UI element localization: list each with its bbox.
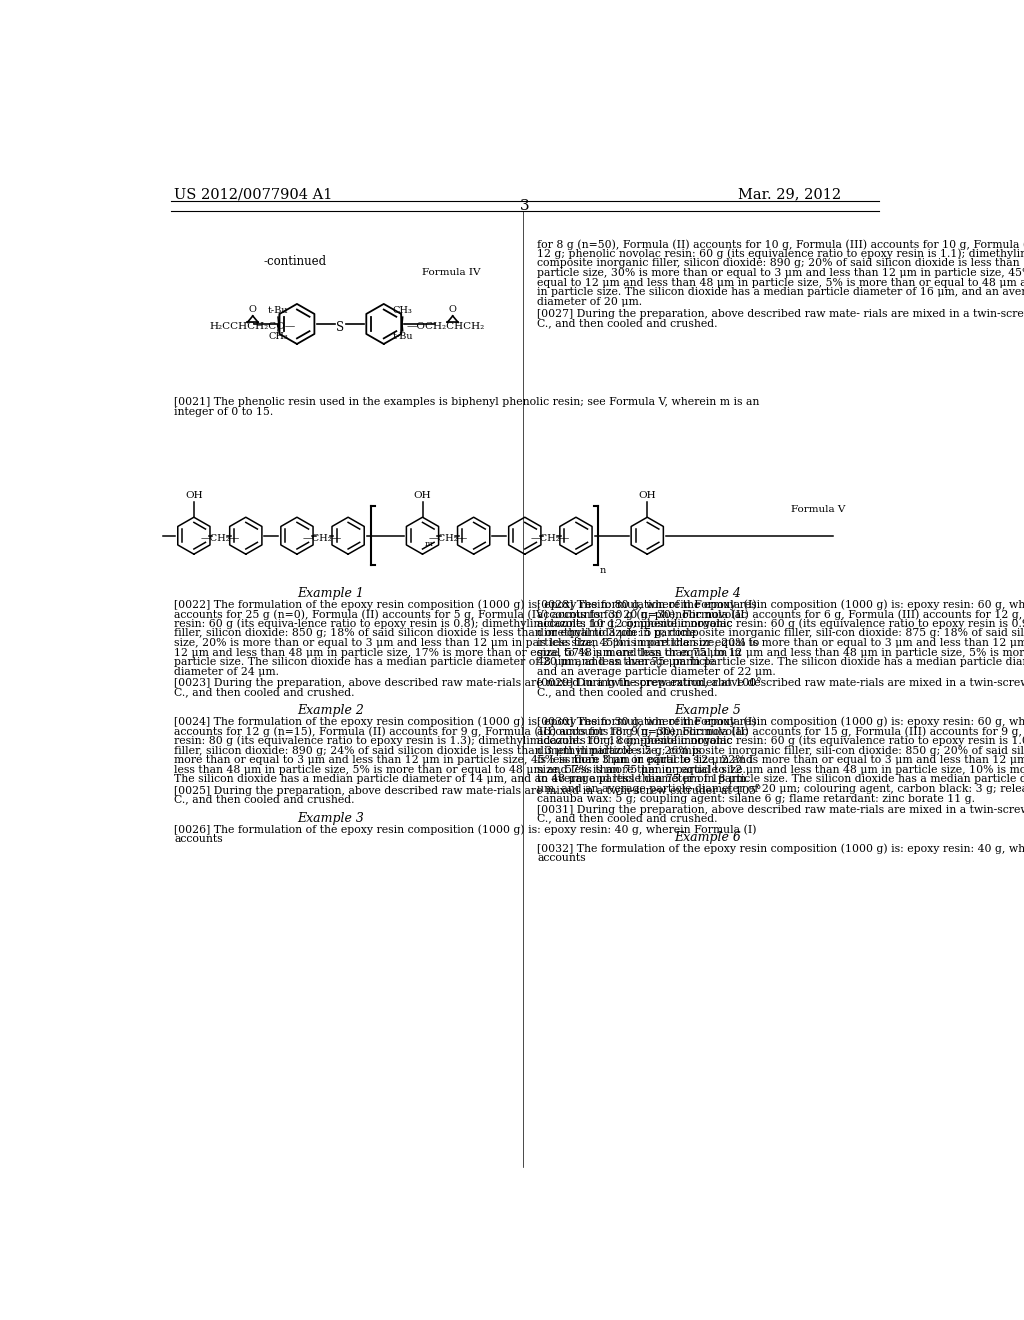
Text: —CH₂—: —CH₂— — [303, 535, 342, 544]
Text: size, 20% is more than or equal to 3 μm and less than 12 μm in particle size, 45: size, 20% is more than or equal to 3 μm … — [174, 638, 760, 648]
Text: dimethylimidazole: 5 g; composite inorganic filler, sili-con dioxide: 875 g: 18%: dimethylimidazole: 5 g; composite inorga… — [538, 628, 1024, 639]
Text: [0028] The formulation of the epoxy resin composition (1000 g) is: epoxy resin: : [0028] The formulation of the epoxy resi… — [538, 599, 1024, 610]
Text: filler, silicon dioxide: 890 g; 24% of said silicon dioxide is less than 3 μm in: filler, silicon dioxide: 890 g; 24% of s… — [174, 746, 701, 755]
Text: Formula IV: Formula IV — [422, 268, 480, 277]
Text: —CH₂—: —CH₂— — [530, 535, 570, 544]
Text: [0021] The phenolic resin used in the examples is biphenyl phenolic resin; see F: [0021] The phenolic resin used in the ex… — [174, 397, 760, 407]
Text: resin: 60 g (its equiva-lence ratio to epoxy resin is 0.8); dimethylimidazole: 1: resin: 60 g (its equiva-lence ratio to e… — [174, 619, 733, 630]
Text: O: O — [449, 305, 457, 314]
Text: and an average particle diameter of 22 μm.: and an average particle diameter of 22 μ… — [538, 667, 776, 677]
Text: -continued: -continued — [263, 255, 327, 268]
Text: t-Bu: t-Bu — [267, 306, 289, 315]
Text: [0026] The formulation of the epoxy resin composition (1000 g) is: epoxy resin: : [0026] The formulation of the epoxy resi… — [174, 824, 757, 834]
Text: 12 g; phenolic novolac resin: 60 g (its equivalence ratio to epoxy resin is 1.1): 12 g; phenolic novolac resin: 60 g (its … — [538, 249, 1024, 260]
Text: [0031] During the preparation, above described raw mate-rials are mixed in a twi: [0031] During the preparation, above des… — [538, 804, 1024, 814]
Text: —CH₂—: —CH₂— — [201, 535, 240, 544]
Text: [0024] The formulation of the epoxy resin composition (1000 g) is: epoxy resin: : [0024] The formulation of the epoxy resi… — [174, 717, 757, 727]
Text: O: O — [249, 305, 257, 314]
Text: [0029] During the preparation, above described raw mate-rials are mixed in a twi: [0029] During the preparation, above des… — [538, 677, 1024, 688]
Text: μm, and an average particle diameter of 20 μm; colouring agent, carbon black: 3 : μm, and an average particle diameter of … — [538, 784, 1024, 795]
Text: accounts for 12 g (n=15), Formula (II) accounts for 9 g, Formula (III) accounts : accounts for 12 g (n=15), Formula (II) a… — [174, 726, 749, 737]
Text: The silicon dioxide has a median particle diameter of 14 μm, and an average part: The silicon dioxide has a median particl… — [174, 775, 751, 784]
Text: accounts for 18 g (n=30), Formula (II) accounts for 15 g, Formula (III) accounts: accounts for 18 g (n=30), Formula (II) a… — [538, 726, 1024, 737]
Text: is less than 3 μm in particle size, 22% is more than or equal to 3 μm and less t: is less than 3 μm in particle size, 22% … — [538, 755, 1024, 766]
Text: Example 4: Example 4 — [674, 587, 741, 601]
Text: US 2012/0077904 A1: US 2012/0077904 A1 — [174, 187, 333, 202]
Text: dimethylimidazole: 5 g; composite inorganic filler, sili-con dioxide: 850 g; 20%: dimethylimidazole: 5 g; composite inorga… — [538, 746, 1024, 755]
Text: OH: OH — [638, 491, 656, 500]
Text: accounts: accounts — [174, 834, 223, 843]
Text: resin: 80 g (its equivalence ratio to epoxy resin is 1.3); dimethylimidazole: 10: resin: 80 g (its equivalence ratio to ep… — [174, 737, 733, 747]
Text: OH: OH — [185, 491, 203, 500]
Text: for 8 g (n=50), Formula (II) accounts for 10 g, Formula (III) accounts for 10 g,: for 8 g (n=50), Formula (II) accounts fo… — [538, 239, 1024, 249]
Text: accounts for 12 g; phenolic novolac resin: 60 g (its equivalence ratio to epoxy : accounts for 12 g; phenolic novolac resi… — [538, 619, 1024, 630]
Text: [0030] The formulation of the epoxy resin composition (1000 g) is: epoxy resin: : [0030] The formulation of the epoxy resi… — [538, 717, 1024, 727]
Text: OH: OH — [414, 491, 431, 500]
Text: 3: 3 — [520, 199, 529, 213]
Text: [0025] During the preparation, above described raw mate-rials are mixed in a twi: [0025] During the preparation, above des… — [174, 785, 762, 796]
Text: CH₃: CH₃ — [393, 306, 413, 315]
Text: 48 μm and less than 75 μm in particle size. The silicon dioxide has a median par: 48 μm and less than 75 μm in particle si… — [538, 657, 1024, 668]
Text: integer of 0 to 15.: integer of 0 to 15. — [174, 407, 273, 417]
Text: m: m — [425, 540, 433, 548]
Text: particle size. The silicon dioxide has a median particle diameter of 20 μm, and : particle size. The silicon dioxide has a… — [174, 657, 716, 668]
Text: diameter of 20 μm.: diameter of 20 μm. — [538, 297, 642, 308]
Text: —OCH₂CHCH₂: —OCH₂CHCH₂ — [407, 322, 484, 331]
Text: —CH₂—: —CH₂— — [428, 535, 468, 544]
Text: size, 57% is more than or equal to 12 μm and less than 48 μm in particle size, 1: size, 57% is more than or equal to 12 μm… — [538, 764, 1024, 775]
Text: in particle size. The silicon dioxide has a median particle diameter of 16 μm, a: in particle size. The silicon dioxide ha… — [538, 288, 1024, 297]
Text: H₂CCHCH₂CO—: H₂CCHCH₂CO— — [209, 322, 296, 331]
Text: Formula V: Formula V — [791, 506, 845, 513]
Text: composite inorganic filler, silicon dioxide: 890 g; 20% of said silicon dioxide : composite inorganic filler, silicon diox… — [538, 259, 1024, 268]
Text: more than or equal to 3 μm and less than 12 μm in particle size, 45% is more tha: more than or equal to 3 μm and less than… — [174, 755, 754, 766]
Text: Example 3: Example 3 — [298, 812, 365, 825]
Text: n: n — [600, 566, 606, 574]
Text: accounts: accounts — [538, 853, 586, 863]
Text: 12 μm and less than 48 μm in particle size, 17% is more than or equal to 48 μm a: 12 μm and less than 48 μm in particle si… — [174, 648, 741, 657]
Text: equal to 12 μm and less than 48 μm in particle size, 5% is more than or equal to: equal to 12 μm and less than 48 μm in pa… — [538, 277, 1024, 288]
Text: C., and then cooled and crushed.: C., and then cooled and crushed. — [174, 686, 355, 697]
Text: Example 5: Example 5 — [674, 705, 741, 717]
Text: accounts for 18 g; phenolic novolac resin: 60 g (its equivalence ratio to epoxy : accounts for 18 g; phenolic novolac resi… — [538, 737, 1024, 747]
Text: [0032] The formulation of the epoxy resin composition (1000 g) is: epoxy resin: : [0032] The formulation of the epoxy resi… — [538, 843, 1024, 854]
Text: accounts for 25 g (n=0), Formula (II) accounts for 5 g, Formula (IV) accounts fo: accounts for 25 g (n=0), Formula (II) ac… — [174, 610, 748, 620]
Text: C., and then cooled and crushed.: C., and then cooled and crushed. — [174, 795, 355, 804]
Text: less than 48 μm in particle size, 5% is more than or equal to 48 μm and less tha: less than 48 μm in particle size, 5% is … — [174, 764, 746, 775]
Text: particle size, 30% is more than or equal to 3 μm and less than 12 μm in particle: particle size, 30% is more than or equal… — [538, 268, 1024, 279]
Text: C., and then cooled and crushed.: C., and then cooled and crushed. — [538, 318, 718, 327]
Text: Mar. 29, 2012: Mar. 29, 2012 — [738, 187, 841, 202]
Text: to 48 μm and less than 75 μm in particle size. The silicon dioxide has a median : to 48 μm and less than 75 μm in particle… — [538, 775, 1024, 784]
Text: t-Bu: t-Bu — [392, 333, 413, 342]
Text: accounts for 30 g (n=30), Formula (II) accounts for 6 g, Formula (III) accounts : accounts for 30 g (n=30), Formula (II) a… — [538, 610, 1024, 620]
Text: Example 6: Example 6 — [674, 832, 741, 843]
Text: C., and then cooled and crushed.: C., and then cooled and crushed. — [538, 686, 718, 697]
Text: CH₃: CH₃ — [268, 333, 288, 342]
Text: is less than 3 μm in particle size, 20% is more than or equal to 3 μm and less t: is less than 3 μm in particle size, 20% … — [538, 638, 1024, 648]
Text: Example 2: Example 2 — [298, 705, 365, 717]
Text: [0022] The formulation of the epoxy resin composition (1000 g) is: epoxy resin: : [0022] The formulation of the epoxy resi… — [174, 599, 757, 610]
Text: canauba wax: 5 g; coupling agent: silane 6 g; flame retardant: zinc borate 11 g.: canauba wax: 5 g; coupling agent: silane… — [538, 793, 975, 804]
Text: [0027] During the preparation, above described raw mate- rials are mixed in a tw: [0027] During the preparation, above des… — [538, 308, 1024, 319]
Text: [0023] During the preparation, above described raw mate-rials are mixed in a twi: [0023] During the preparation, above des… — [174, 677, 762, 688]
Text: S: S — [336, 321, 344, 334]
Text: filler, silicon dioxide: 850 g; 18% of said silicon dioxide is less than or equa: filler, silicon dioxide: 850 g; 18% of s… — [174, 628, 696, 639]
Text: C., and then cooled and crushed.: C., and then cooled and crushed. — [538, 813, 718, 824]
Text: size, 57% is more than or equal to 12 μm and less than 48 μm in particle size, 5: size, 57% is more than or equal to 12 μm… — [538, 648, 1024, 657]
Text: Example 1: Example 1 — [298, 587, 365, 601]
Text: diameter of 24 μm.: diameter of 24 μm. — [174, 667, 280, 677]
